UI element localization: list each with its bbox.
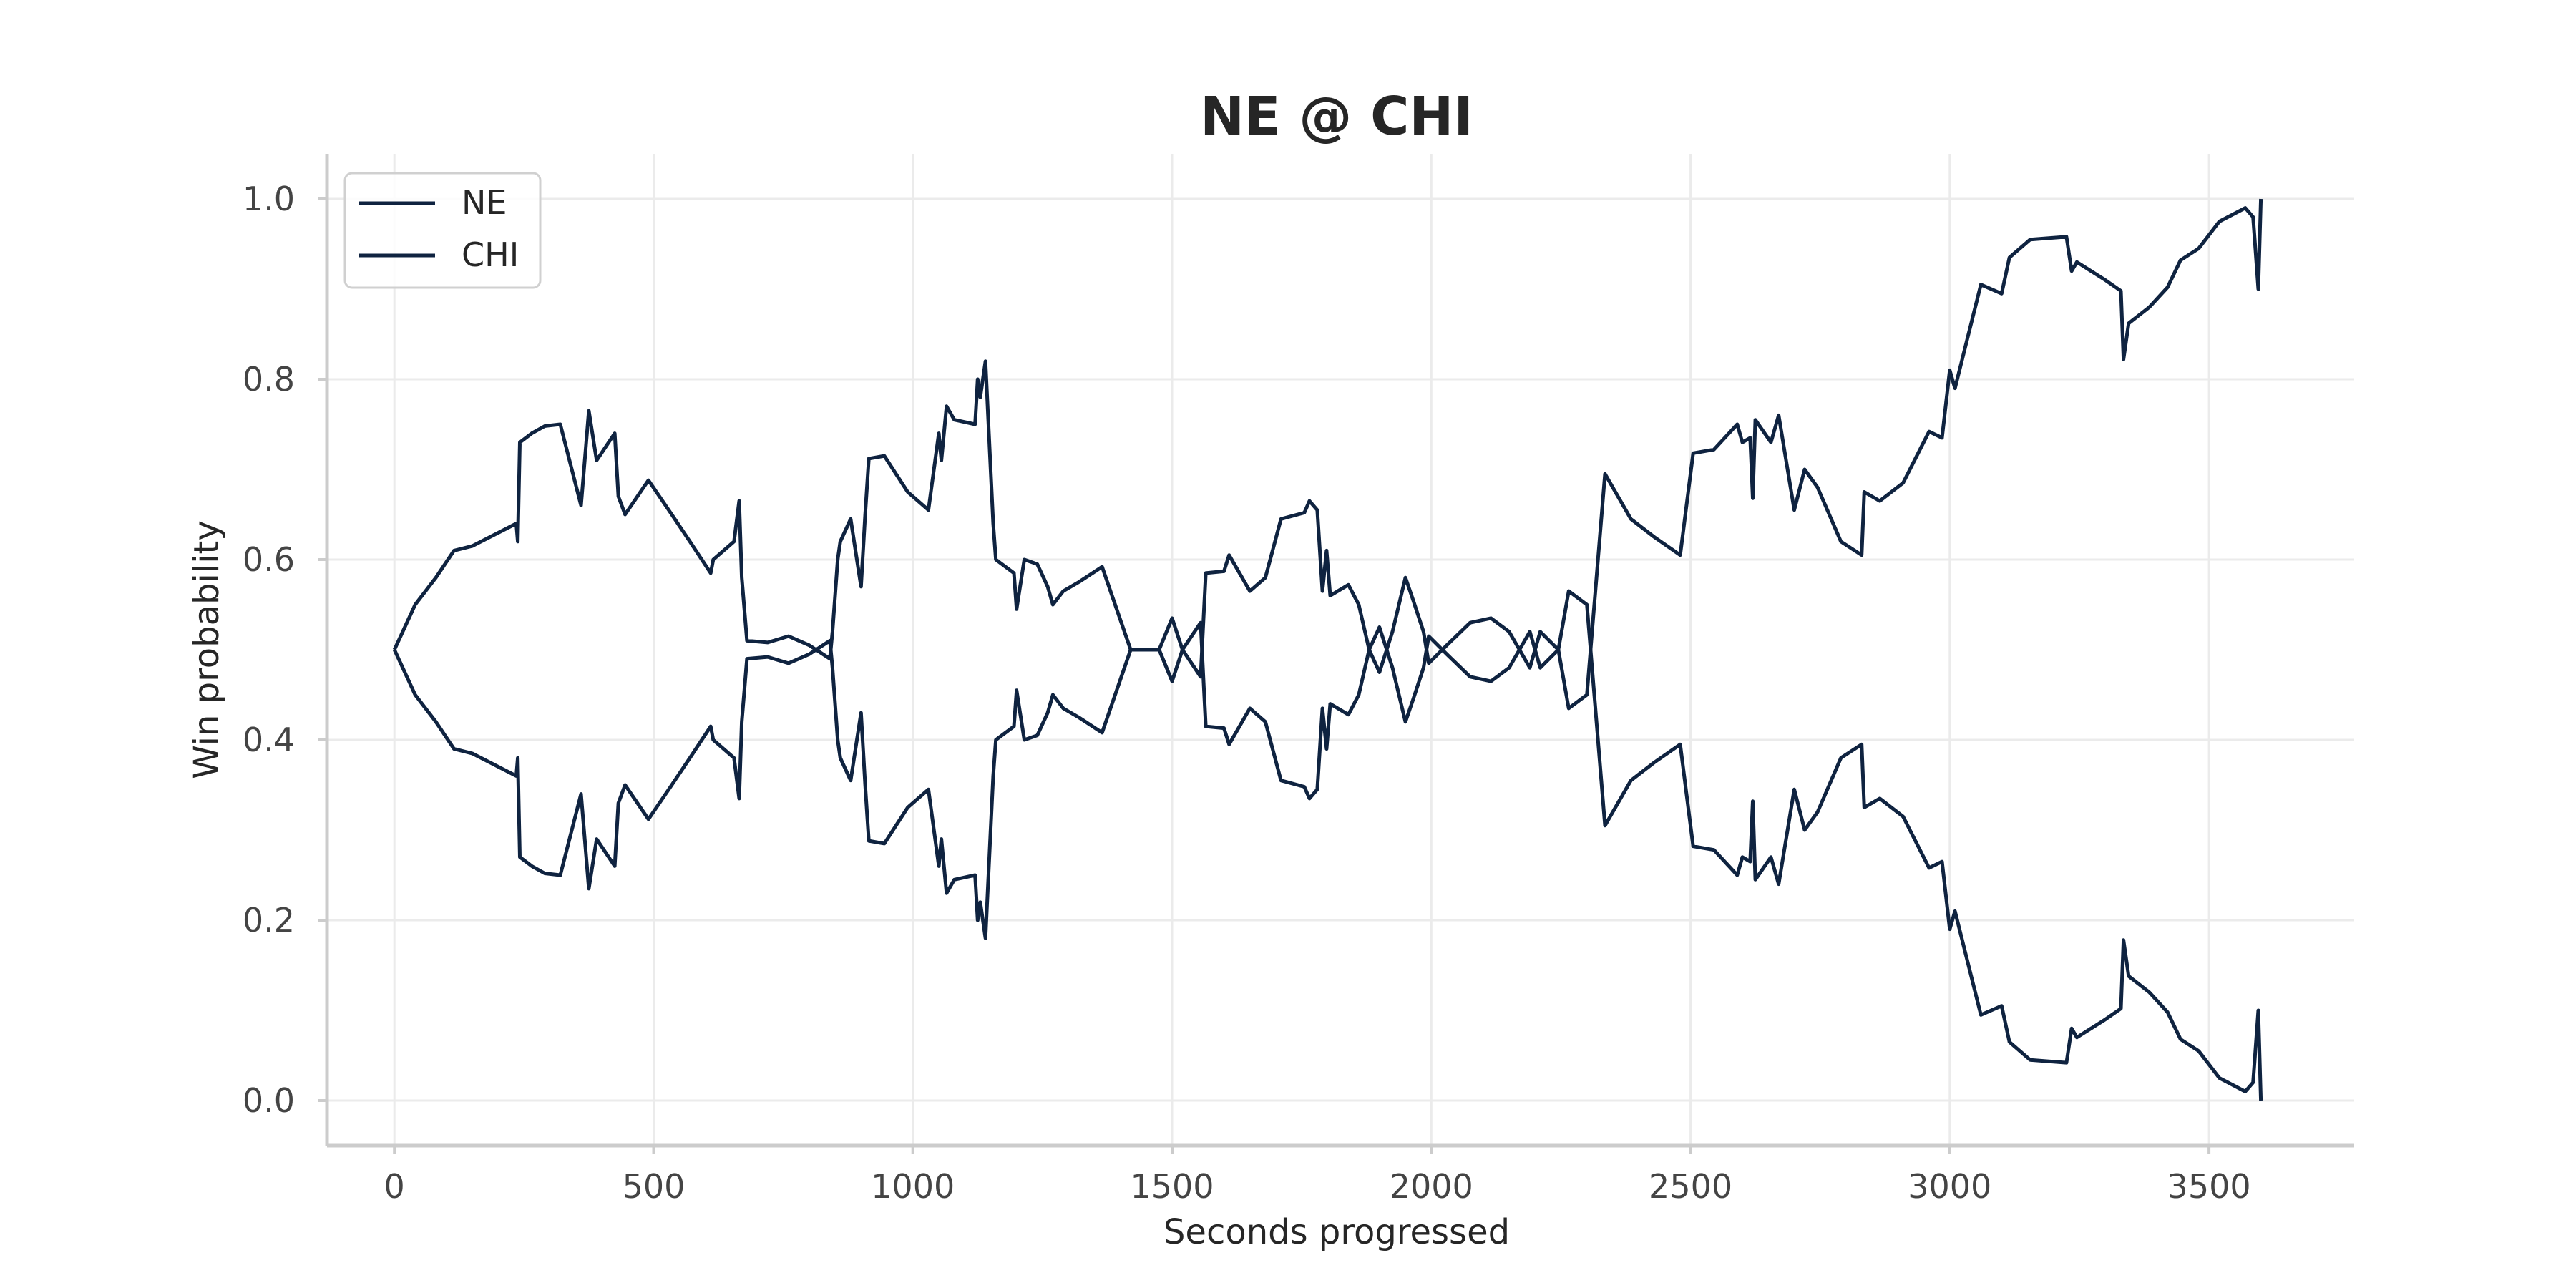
legend: NE CHI <box>343 172 542 289</box>
x-axis-label: Seconds progressed <box>1163 1212 1510 1252</box>
x-tick-label: 3000 <box>1908 1167 1991 1206</box>
x-tick-label: 500 <box>623 1167 686 1206</box>
x-tick-labels: 0 500 1000 1500 2000 2500 3000 3500 <box>384 1146 2251 1206</box>
legend-label-chi: CHI <box>462 235 519 274</box>
series-lines <box>392 198 2263 1101</box>
x-tick-label: 0 <box>384 1167 405 1206</box>
x-tick-label: 3500 <box>2167 1167 2251 1206</box>
y-tick-label: 0.2 <box>243 901 295 940</box>
legend-label-ne: NE <box>462 183 507 222</box>
series-line-chi <box>392 589 2263 1101</box>
x-tick-label: 1500 <box>1130 1167 1214 1206</box>
y-axis-label: Win probability <box>187 520 227 779</box>
x-tick-label: 2500 <box>1649 1167 1732 1206</box>
series-line-ne <box>392 198 2263 711</box>
y-tick-label: 1.0 <box>243 180 295 218</box>
grid <box>327 154 2354 1146</box>
y-tick-label: 0.6 <box>243 540 295 579</box>
x-tick-label: 2000 <box>1390 1167 1473 1206</box>
y-tick-label: 0.0 <box>243 1081 295 1120</box>
axes <box>325 154 2354 1148</box>
chart-title: NE @ CHI <box>1200 86 1473 147</box>
y-tick-label: 0.8 <box>243 360 295 399</box>
y-tick-label: 0.4 <box>243 721 295 759</box>
y-tick-labels: 0.0 0.2 0.4 0.6 0.8 1.0 <box>243 180 327 1120</box>
x-tick-label: 1000 <box>871 1167 955 1206</box>
